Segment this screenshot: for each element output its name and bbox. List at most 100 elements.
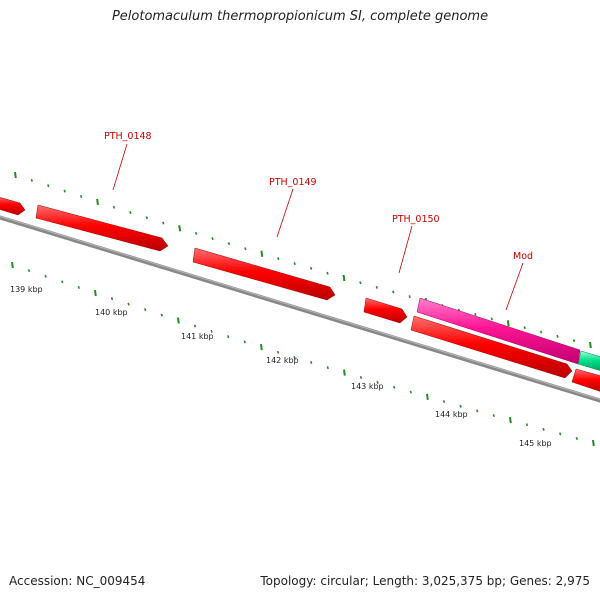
inner-tick-mark xyxy=(442,400,446,404)
outer-tick-mark xyxy=(293,262,296,266)
outer-tick-mark xyxy=(47,184,50,188)
accession-text: Accession: NC_009454 xyxy=(9,574,146,588)
genome-summary-text: Topology: circular; Length: 3,025,375 bp… xyxy=(260,574,590,588)
gene-label-pth-0148: PTH_0148 xyxy=(104,131,152,142)
outer-tick-mark xyxy=(572,339,576,343)
outer-tick-mark xyxy=(490,317,493,321)
inner-tick-mark xyxy=(343,369,346,376)
outer-tick-mark xyxy=(178,225,182,232)
outer-tick-mark xyxy=(539,330,543,334)
outer-tick-mark xyxy=(326,271,329,275)
outer-tick-track xyxy=(14,171,592,349)
inner-tick-mark xyxy=(144,308,147,312)
gene-feature[interactable] xyxy=(0,196,26,216)
inner-tick-mark xyxy=(359,376,363,380)
inner-tick-mark xyxy=(575,436,578,440)
kbp-label: 141 kbp xyxy=(181,332,214,341)
inner-tick-mark xyxy=(193,324,197,328)
outer-tick-mark xyxy=(342,274,346,282)
inner-tick-mark xyxy=(11,261,14,269)
outer-tick-mark xyxy=(392,290,395,294)
inner-tick-mark xyxy=(27,269,31,273)
inner-tick-mark xyxy=(44,274,47,278)
inner-tick-mark xyxy=(276,350,280,354)
gene-feature[interactable] xyxy=(571,368,600,393)
inner-tick-mark xyxy=(127,302,130,306)
inner-tick-mark xyxy=(61,280,64,284)
gene-labels: PTH_0148 PTH_0149 PTH_0150 Mod xyxy=(104,131,533,311)
kbp-label: 139 kbp xyxy=(10,285,43,294)
kbp-label: 144 kbp xyxy=(435,410,468,419)
outer-tick-mark xyxy=(375,285,378,289)
label-leader-mod xyxy=(505,262,524,311)
inner-tick-mark xyxy=(409,390,412,394)
inner-tick-mark xyxy=(210,329,213,333)
outer-tick-mark xyxy=(474,313,477,317)
inner-tick-mark xyxy=(243,340,246,344)
gene-feature-pth-0149[interactable] xyxy=(192,247,336,301)
kbp-scale-labels: 139 kbp 140 kbp 141 kbp 142 kbp 143 kbp … xyxy=(10,285,552,448)
outer-tick-mark xyxy=(14,171,17,179)
inner-tick-mark xyxy=(310,361,313,365)
kbp-label: 140 kbp xyxy=(95,308,128,317)
kbp-label: 145 kbp xyxy=(519,439,552,448)
inner-tick-mark xyxy=(293,355,296,359)
outer-tick-mark xyxy=(556,334,559,338)
outer-tick-mark xyxy=(112,205,116,209)
outer-tick-mark xyxy=(227,242,231,246)
inner-tick-mark xyxy=(559,432,562,436)
inner-tick-mark xyxy=(393,385,396,389)
label-leader-pth-0148 xyxy=(112,143,128,191)
inner-tick-mark xyxy=(509,417,512,424)
inner-tick-track xyxy=(11,261,595,447)
gene-feature-pth-0150[interactable] xyxy=(363,297,408,324)
outer-tick-mark xyxy=(63,189,66,193)
outer-tick-mark xyxy=(309,266,313,270)
inner-tick-mark xyxy=(376,380,379,384)
inner-tick-mark xyxy=(326,366,329,370)
gene-feature-pth-0148[interactable] xyxy=(35,204,169,252)
inner-tick-mark xyxy=(426,393,429,400)
inner-tick-mark xyxy=(77,285,80,289)
kbp-label: 142 kbp xyxy=(266,356,299,365)
inner-tick-mark xyxy=(177,317,180,324)
outer-tick-mark xyxy=(79,195,83,199)
outer-tick-mark xyxy=(244,247,247,251)
inner-tick-mark xyxy=(260,344,263,351)
outer-tick-mark xyxy=(408,295,411,299)
gene-track xyxy=(0,196,600,393)
map-title: Pelotomaculum thermopropionicum SI, comp… xyxy=(111,9,489,24)
outer-tick-mark xyxy=(30,178,33,182)
inner-tick-mark xyxy=(459,404,462,408)
label-leader-pth-0150 xyxy=(398,225,413,274)
outer-tick-mark xyxy=(506,320,510,327)
genome-backbone xyxy=(0,215,600,403)
inner-tick-mark xyxy=(110,297,114,301)
inner-tick-mark xyxy=(542,427,545,431)
outer-tick-mark xyxy=(589,341,592,349)
outer-tick-mark xyxy=(523,326,526,330)
outer-tick-mark xyxy=(260,250,264,257)
gene-label-pth-0150: PTH_0150 xyxy=(392,214,440,225)
inner-tick-mark xyxy=(492,414,495,418)
gene-feature[interactable] xyxy=(410,315,573,379)
kbp-label: 143 kbp xyxy=(351,382,384,391)
gene-label-mod: Mod xyxy=(513,251,533,262)
inner-tick-mark xyxy=(476,409,479,413)
label-leader-pth-0149 xyxy=(276,188,294,238)
outer-tick-mark xyxy=(194,231,198,235)
inner-tick-mark xyxy=(525,423,529,427)
outer-tick-mark xyxy=(359,281,362,285)
outer-tick-mark xyxy=(211,237,214,241)
inner-tick-mark xyxy=(94,289,97,297)
inner-tick-mark xyxy=(227,335,230,339)
outer-tick-mark xyxy=(129,211,132,215)
outer-tick-mark xyxy=(96,198,99,206)
outer-tick-mark xyxy=(145,216,148,220)
genome-backbone-highlight xyxy=(0,216,600,401)
inner-tick-mark xyxy=(592,439,595,447)
gene-label-pth-0149: PTH_0149 xyxy=(269,177,317,188)
gene-feature[interactable] xyxy=(577,350,600,372)
inner-tick-mark xyxy=(160,313,163,317)
